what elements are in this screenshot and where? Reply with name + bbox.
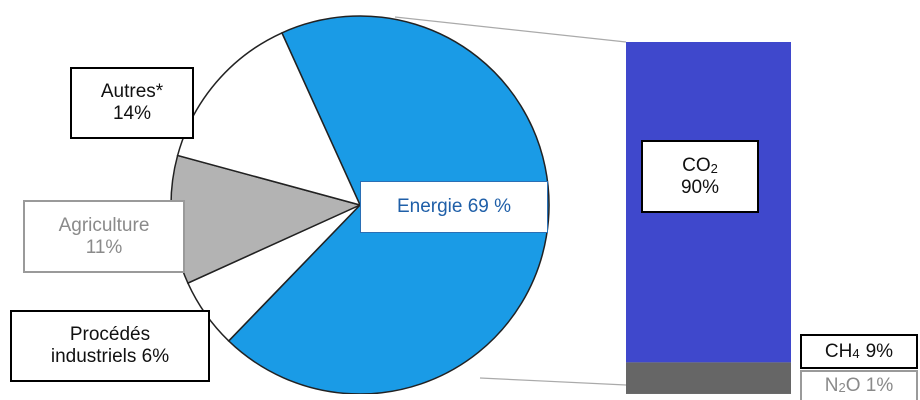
label-agriculture-value: 11% — [85, 236, 123, 258]
label-n2o-value: O 1% — [845, 375, 894, 396]
label-procedes-line1: Procédés — [69, 324, 151, 345]
label-ch4-gas: CH — [824, 340, 853, 362]
bar-segment-ch4 — [626, 362, 791, 394]
label-n2o-gas: N — [824, 375, 839, 396]
connector-line-bottom — [479, 377, 627, 386]
connector-line-top — [394, 16, 627, 43]
pie-slice-autres — [176, 31, 362, 207]
label-co2: CO2 90% — [641, 140, 759, 213]
stacked-bar-chart — [625, 42, 792, 394]
label-agriculture: Agriculture 11% — [23, 200, 185, 273]
label-co2-gas: CO2 — [682, 154, 718, 176]
label-autres-value: 14% — [112, 103, 152, 124]
label-autres-name: Autres* — [100, 81, 164, 102]
label-co2-value: 90% — [680, 176, 720, 198]
label-energie: Energie 69 % — [360, 181, 548, 233]
label-ch4: CH 4 9% — [800, 334, 918, 369]
label-procedes-line2: industriels 6% — [50, 346, 170, 367]
label-autres: Autres* 14% — [70, 67, 194, 139]
label-energie-text: Energie 69 % — [396, 196, 512, 217]
label-ch4-value: 9% — [865, 340, 894, 362]
label-co2-subscript: 2 — [710, 160, 718, 176]
label-procedes-industriels: Procédés industriels 6% — [10, 310, 210, 382]
label-agriculture-name: Agriculture — [58, 214, 150, 236]
